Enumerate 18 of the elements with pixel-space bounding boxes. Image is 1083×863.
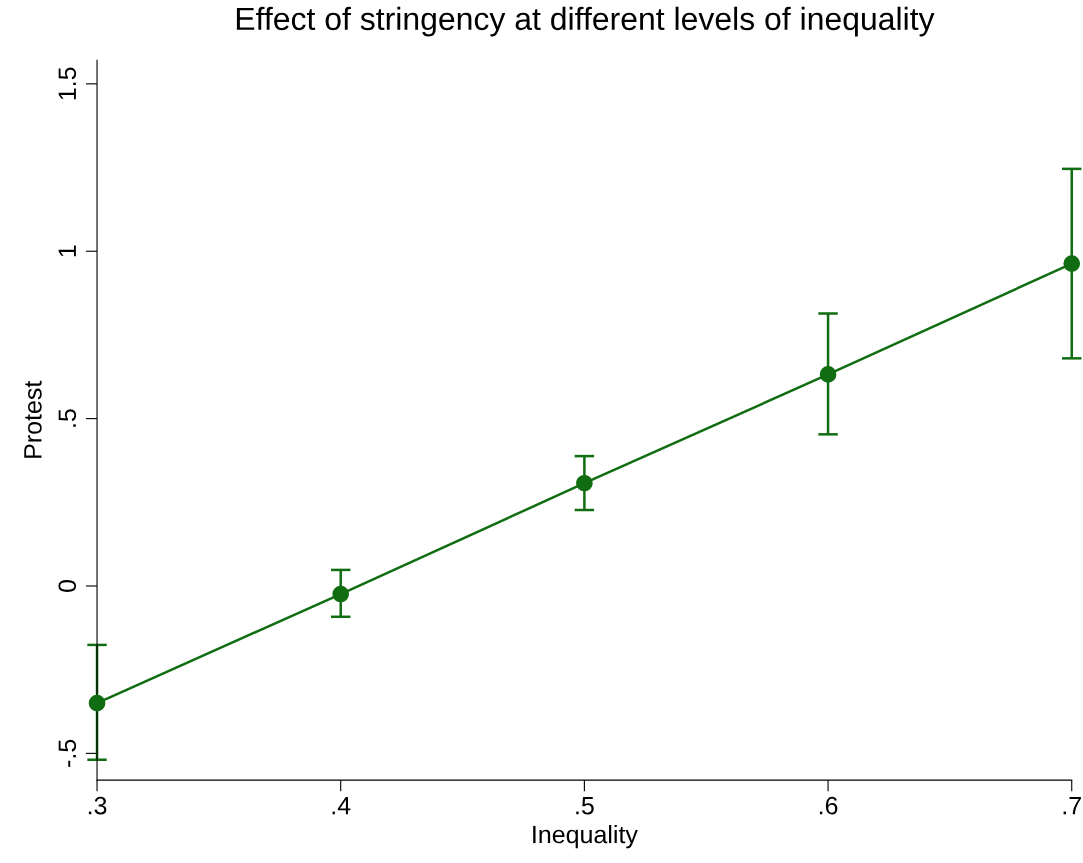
y-axis-title: Protest xyxy=(24,380,42,458)
y-tick-label: -.5 xyxy=(58,739,77,767)
point xyxy=(88,694,106,712)
point xyxy=(1063,255,1081,272)
y-tick-label: 1 xyxy=(58,245,76,257)
x-tick-label: .7 xyxy=(1063,797,1081,815)
x-tick-label: .4 xyxy=(332,797,351,815)
point xyxy=(332,585,350,603)
point xyxy=(819,366,837,383)
point xyxy=(576,474,593,492)
x-tick-label: .6 xyxy=(819,796,838,815)
x-tick-label: .3 xyxy=(88,796,107,815)
x-axis-title: Inequality xyxy=(533,824,638,849)
y-tick-label: .5 xyxy=(58,409,77,427)
y-tick-label: 1.5 xyxy=(58,67,77,100)
chart-title: Effect of stringency at different levels of inequality xyxy=(236,6,935,37)
x-tick-label: .5 xyxy=(576,797,594,815)
y-tick-label: 0 xyxy=(58,580,77,592)
